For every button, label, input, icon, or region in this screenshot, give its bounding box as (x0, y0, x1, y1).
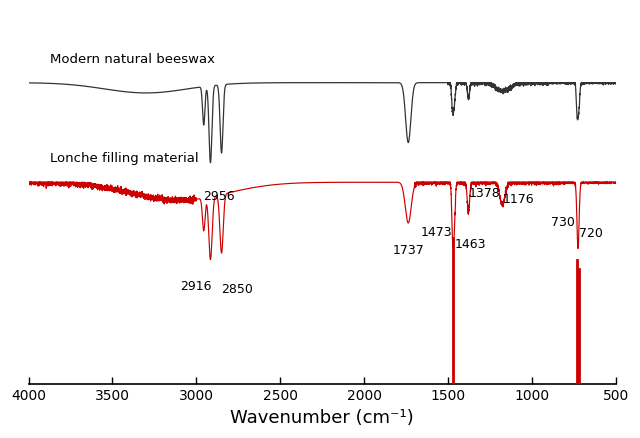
Text: 730: 730 (551, 216, 575, 230)
Text: 2956: 2956 (203, 190, 235, 203)
Text: 1463: 1463 (454, 238, 486, 251)
Text: 1378: 1378 (468, 187, 500, 200)
Text: Lonche filling material: Lonche filling material (51, 152, 199, 165)
Text: 1473: 1473 (420, 226, 452, 239)
Text: 1737: 1737 (392, 244, 424, 258)
Text: 2916: 2916 (180, 280, 211, 293)
Text: Modern natural beeswax: Modern natural beeswax (51, 53, 216, 66)
Text: 720: 720 (579, 227, 603, 240)
Text: 1176: 1176 (502, 193, 534, 206)
X-axis label: Wavenumber (cm⁻¹): Wavenumber (cm⁻¹) (230, 409, 414, 427)
Text: 2850: 2850 (221, 283, 253, 297)
